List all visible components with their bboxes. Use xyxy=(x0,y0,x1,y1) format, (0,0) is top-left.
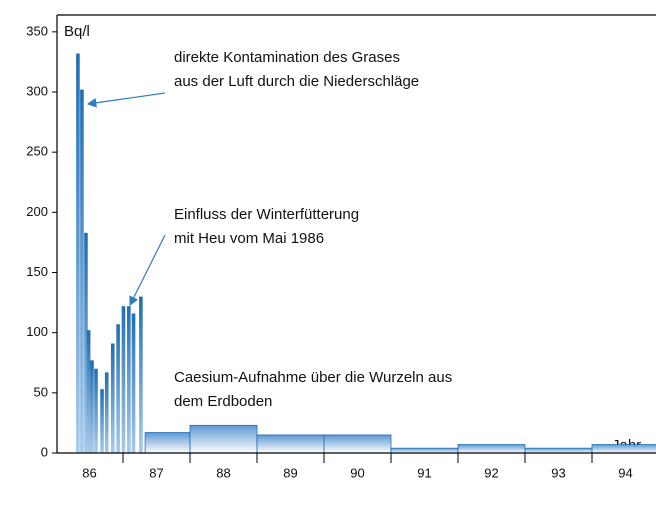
bar xyxy=(323,434,392,454)
bar xyxy=(144,432,191,454)
bar xyxy=(524,447,593,454)
bar xyxy=(457,444,526,454)
bar xyxy=(189,424,258,454)
y-axis-label: Bq/l xyxy=(64,23,90,40)
annotation: Caesium-Aufnahme über die Wurzeln aus xyxy=(174,369,452,386)
bar xyxy=(131,313,136,453)
y-tick-label: 300 xyxy=(26,83,48,98)
bar xyxy=(110,343,115,453)
annotation: mit Heu vom Mai 1986 xyxy=(174,230,324,247)
y-tick-label: 100 xyxy=(26,324,48,339)
bar xyxy=(86,330,91,453)
y-tick-label: 0 xyxy=(41,444,48,459)
x-tick-label: 89 xyxy=(283,465,297,480)
x-tick-label: 87 xyxy=(149,465,163,480)
y-tick-label: 50 xyxy=(34,384,48,399)
annotation: Einfluss der Winterfütterung xyxy=(174,206,359,223)
x-tick-label: 94 xyxy=(618,465,632,480)
bar xyxy=(121,306,126,453)
bar xyxy=(76,53,80,453)
x-tick-label: 86 xyxy=(82,465,96,480)
arrow xyxy=(86,92,166,108)
bar xyxy=(84,232,88,453)
bar xyxy=(104,372,109,453)
y-tick-label: 150 xyxy=(26,264,48,279)
bar xyxy=(94,368,98,453)
x-tick-label: 91 xyxy=(417,465,431,480)
bar xyxy=(139,296,143,453)
annotation: direkte Kontamination des Grases xyxy=(174,49,400,66)
y-tick-label: 350 xyxy=(26,23,48,38)
x-tick-label: 93 xyxy=(551,465,565,480)
x-tick-label: 88 xyxy=(216,465,230,480)
bar xyxy=(116,324,120,453)
bar xyxy=(100,389,104,453)
y-tick-label: 200 xyxy=(26,204,48,219)
x-tick-label: 90 xyxy=(350,465,364,480)
bar xyxy=(390,447,459,454)
annotation: dem Erdboden xyxy=(174,393,272,410)
y-tick-label: 250 xyxy=(26,144,48,159)
bar xyxy=(256,434,325,454)
arrow xyxy=(129,234,166,307)
bar xyxy=(80,89,84,453)
bar xyxy=(127,306,131,453)
bar xyxy=(591,444,656,454)
annotation: aus der Luft durch die Niederschläge xyxy=(174,73,419,90)
x-tick-label: 92 xyxy=(484,465,498,480)
bar xyxy=(90,360,94,453)
